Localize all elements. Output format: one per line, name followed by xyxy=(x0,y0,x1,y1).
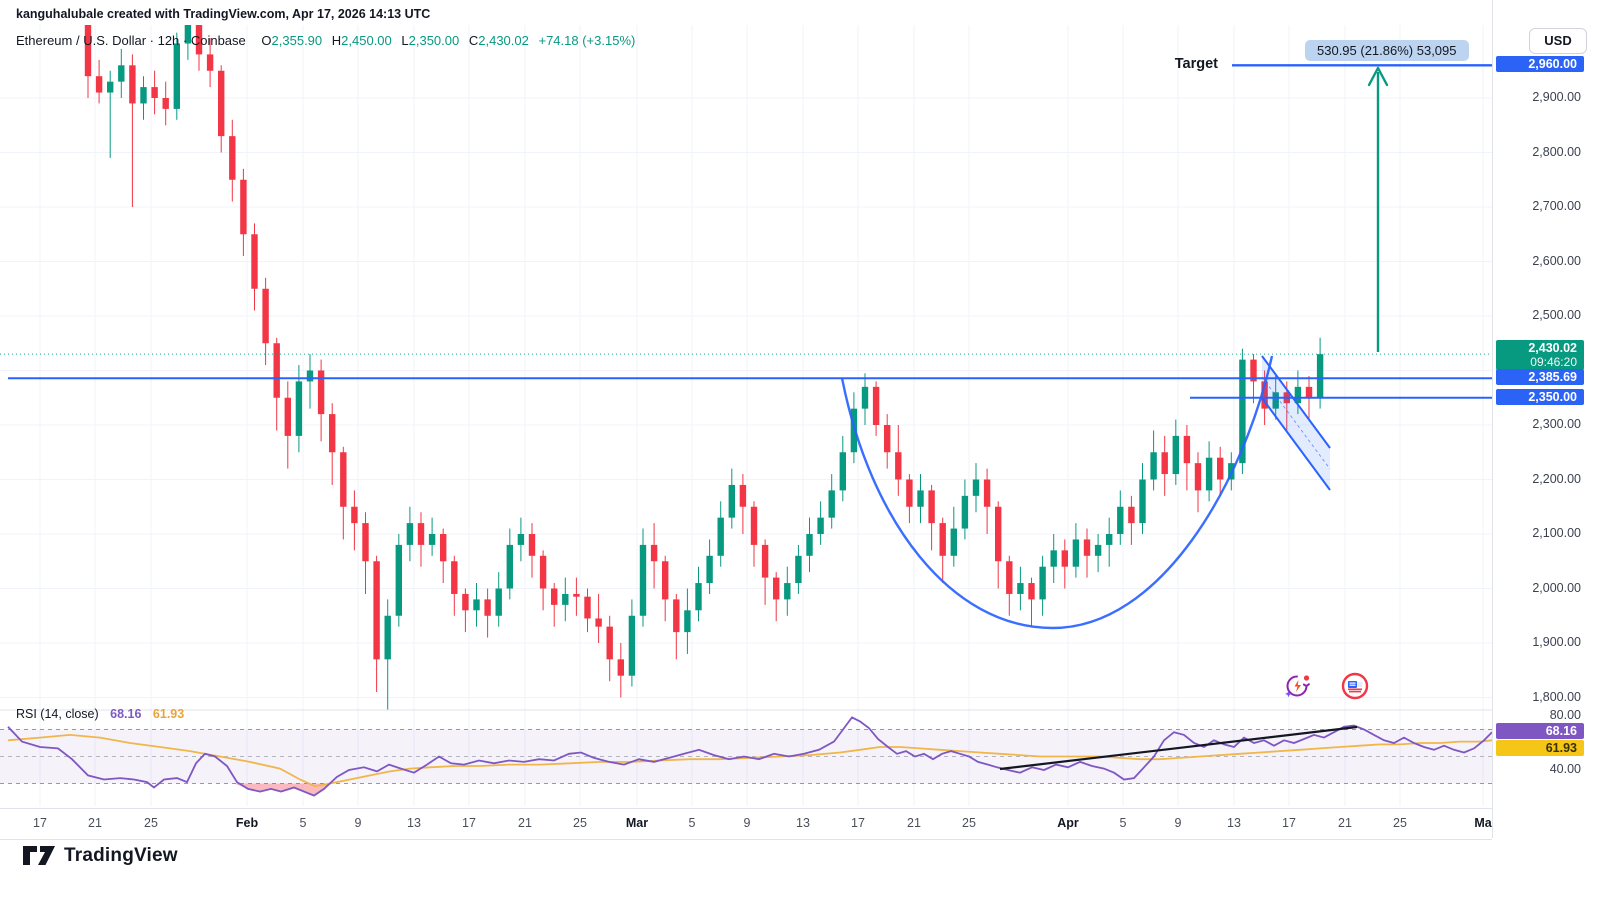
currency-usd-button[interactable]: USD xyxy=(1529,28,1587,54)
price-tick-label: 2,300.00 xyxy=(1532,417,1581,431)
time-tick-label: Feb xyxy=(235,816,259,830)
time-tick-label: 25 xyxy=(962,816,976,830)
price-tick-label: 1,800.00 xyxy=(1532,689,1581,704)
time-tick-label: 5 xyxy=(688,816,696,830)
target-annotation-text[interactable]: Target xyxy=(1174,56,1218,72)
time-tick-label: 13 xyxy=(1227,816,1241,830)
symbol-title[interactable]: Ethereum / U.S. Dollar · 12h · Coinbase xyxy=(16,33,246,48)
time-tick-label: Apr xyxy=(1057,816,1079,830)
rsi-value-label: 68.16 xyxy=(1496,723,1584,739)
low-value: 2,350.00 xyxy=(408,33,460,48)
bar-countdown: 09:46:20 xyxy=(1530,355,1577,369)
tradingview-logo-mark xyxy=(23,846,55,865)
time-tick-label: 21 xyxy=(88,816,102,830)
time-tick-label: 17 xyxy=(462,816,476,830)
support-price-label: 2,350.00 xyxy=(1496,389,1584,405)
high-label: H xyxy=(331,33,342,48)
price-tick-label: 2,000.00 xyxy=(1532,580,1581,595)
open-value: 2,355.90 xyxy=(271,33,323,48)
time-tick-label: Mar xyxy=(625,816,649,830)
time-tick-label: 25 xyxy=(144,816,158,830)
time-axis-panel[interactable]: 17 21 25 Feb 5 9 13 17 21 25 Mar 5 9 13 17 21 25 Apr 5 9 13 1… xyxy=(0,808,1492,840)
price-axis-panel[interactable]: USD 2,900.00 2,800.00 2,700.00 2,600.00 2,50… xyxy=(1492,0,1600,838)
last-price-value: 2,430.02 xyxy=(1528,341,1577,355)
attribution-text: kanguhalubale created with TradingView.c… xyxy=(16,7,431,21)
target-price-label: 2,960.00 xyxy=(1496,56,1584,72)
candlestick-series xyxy=(84,25,1324,710)
time-tick-label: 17 xyxy=(33,816,47,830)
time-tick-label: 17 xyxy=(1282,816,1296,830)
time-tick-label: 21 xyxy=(907,816,921,830)
rsi-ma-line xyxy=(7,733,1493,788)
time-tick-label: 9 xyxy=(1174,816,1182,830)
rsi-value: 68.16 xyxy=(110,707,142,721)
time-tick-label: 5 xyxy=(299,816,307,830)
rsi-title: RSI (14, close) xyxy=(16,707,99,721)
open-label: O xyxy=(261,33,272,48)
time-tick-label: 9 xyxy=(743,816,751,830)
time-tick-label: 5 xyxy=(1119,816,1127,830)
price-tick-label: 2,700.00 xyxy=(1532,199,1581,213)
time-tick-label: 25 xyxy=(573,816,587,830)
ai-sparkle-refresh-icon[interactable] xyxy=(1283,672,1311,700)
price-tick-label: 2,800.00 xyxy=(1532,144,1581,159)
time-tick-label: 21 xyxy=(1338,816,1352,830)
time-tick-label: Ma xyxy=(1474,816,1492,830)
last-price-label: 2,430.02 09:46:20 xyxy=(1496,340,1584,370)
close-value: 2,430.02 xyxy=(478,33,529,48)
close-label: C xyxy=(468,33,479,48)
price-tick-label: 2,100.00 xyxy=(1532,526,1581,540)
rsi-line xyxy=(7,716,1493,797)
time-tick-label: 21 xyxy=(518,816,532,830)
rsi-tick-label: 80.00 xyxy=(1549,708,1581,722)
measure-tool-label[interactable]: 530.95 (21.86%) 53,095 xyxy=(1305,40,1469,61)
rsi-ma-value-label: 61.93 xyxy=(1496,740,1584,756)
resistance-price-label: 2,385.69 xyxy=(1496,369,1584,385)
time-tick-label: 17 xyxy=(851,816,865,830)
price-tick-label: 2,900.00 xyxy=(1532,90,1581,104)
time-tick-label: 9 xyxy=(354,816,362,830)
time-tick-label: 25 xyxy=(1393,816,1407,830)
flag-badge-icon[interactable] xyxy=(1341,672,1369,700)
price-tick-label: 1,900.00 xyxy=(1532,635,1581,649)
time-tick-label: 13 xyxy=(407,816,421,830)
time-tick-label: 13 xyxy=(796,816,810,830)
tradingview-logo[interactable]: TradingView xyxy=(22,843,178,869)
tradingview-logo-text: TradingView xyxy=(64,845,178,866)
change-value: +74.18 (+3.15%) xyxy=(538,33,636,48)
low-label: L xyxy=(401,33,409,48)
price-tick-label: 2,500.00 xyxy=(1532,308,1581,322)
rsi-tick-label: 40.00 xyxy=(1549,762,1581,776)
price-tick-label: 2,600.00 xyxy=(1532,253,1581,268)
rsi-ma-value: 61.93 xyxy=(152,707,185,721)
rsi-legend[interactable]: RSI (14, close) 68.16 61.93 xyxy=(16,707,184,721)
symbol-legend: Ethereum / U.S. Dollar · 12h · Coinbase … xyxy=(16,33,635,48)
high-value: 2,450.00 xyxy=(341,33,392,48)
price-tick-label: 2,200.00 xyxy=(1532,471,1581,486)
